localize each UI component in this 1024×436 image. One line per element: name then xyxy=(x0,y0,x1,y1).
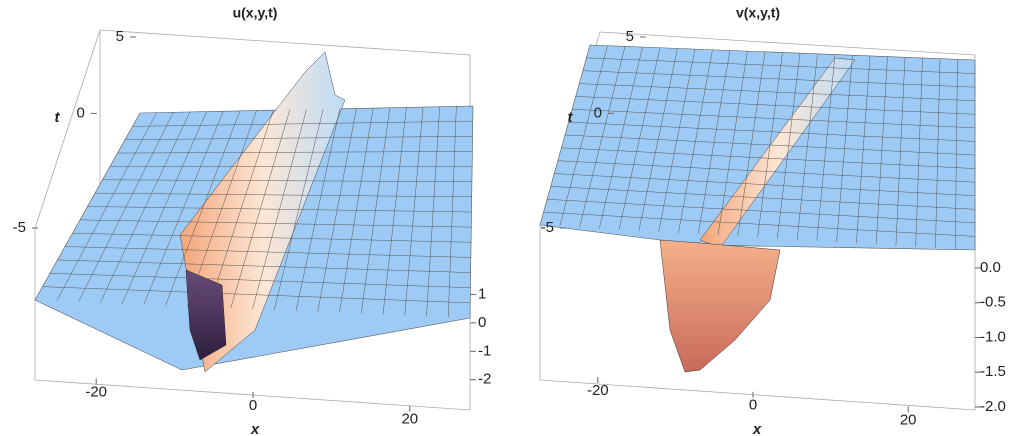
surface-grid xyxy=(836,55,853,243)
surface-grid xyxy=(187,110,257,307)
x-tick-label: 20 xyxy=(900,411,917,428)
surface-grid xyxy=(757,52,783,238)
surface-grid xyxy=(717,51,748,236)
surface-grid xyxy=(638,48,678,231)
x-tick-label: -20 xyxy=(85,383,107,400)
surface-grid xyxy=(426,106,440,317)
z-tick-label: -2.0 xyxy=(980,398,1006,415)
x-tick-label: 0 xyxy=(749,397,757,414)
surface-grid xyxy=(143,111,224,305)
y-tick-label: -5 xyxy=(541,219,554,236)
z-tick-label: -1 xyxy=(478,342,491,359)
y-tick-label: 0 xyxy=(594,104,602,121)
chart-title: v(x,y,t) xyxy=(736,5,780,21)
surface-grid xyxy=(658,49,696,232)
surface-grid xyxy=(559,45,608,227)
surface-grid xyxy=(230,109,291,309)
surface-grid xyxy=(796,53,818,240)
surface-grid xyxy=(121,111,207,304)
surface-grid xyxy=(78,112,174,302)
x-axis-label: x xyxy=(752,421,762,436)
cliff xyxy=(659,239,781,373)
z-tick-label: -1.5 xyxy=(980,363,1006,380)
chart-title: u(x,y,t) xyxy=(233,5,278,21)
x-tick-label: -20 xyxy=(587,382,609,399)
surface-grid xyxy=(165,110,241,306)
surface-grid xyxy=(448,106,457,318)
x-tick-label: 0 xyxy=(249,397,257,414)
z-tick-label: 0.0 xyxy=(980,259,1001,276)
z-tick-label: -2 xyxy=(478,371,491,388)
surface-grid xyxy=(935,58,941,248)
surface-grid xyxy=(737,51,766,237)
surface-grid xyxy=(618,47,661,230)
surface-grid xyxy=(208,110,274,308)
surface-grid xyxy=(56,112,157,302)
z-tick-label: -0.5 xyxy=(980,294,1006,311)
surface-grid xyxy=(100,111,191,303)
y-tick-label: 0 xyxy=(76,104,84,121)
z-tick-label: -1.0 xyxy=(980,328,1006,345)
surface-grid xyxy=(875,56,888,245)
y-tick-label: 5 xyxy=(116,28,124,45)
surface-grid xyxy=(361,107,390,314)
surface-grid xyxy=(317,108,357,312)
x-tick-label: 20 xyxy=(401,411,418,428)
surface-grid xyxy=(382,107,407,315)
y-tick-label: -5 xyxy=(13,219,26,236)
surface-grid xyxy=(777,53,801,239)
surface-grid xyxy=(856,55,871,244)
surface-grid xyxy=(599,46,643,229)
surface-grid xyxy=(678,49,713,234)
surface-grid xyxy=(816,54,836,241)
surface-grid xyxy=(697,50,731,235)
z-tick-label: 0 xyxy=(478,314,486,331)
surface-grid xyxy=(404,107,424,316)
z-tick-label: 1 xyxy=(478,285,486,302)
x-axis-label: x xyxy=(250,421,260,436)
surface-grid xyxy=(579,46,626,228)
surface-grid xyxy=(915,57,923,247)
y-tick-label: 5 xyxy=(626,28,634,45)
y-axis-label: t xyxy=(568,109,574,126)
surface-grid xyxy=(339,108,374,313)
surface-grid xyxy=(895,57,906,246)
surface-grid xyxy=(252,109,307,310)
surface-grid xyxy=(274,109,324,310)
surface-grid xyxy=(295,108,341,311)
surface-grid xyxy=(954,59,958,249)
y-axis-label: t xyxy=(55,109,61,126)
